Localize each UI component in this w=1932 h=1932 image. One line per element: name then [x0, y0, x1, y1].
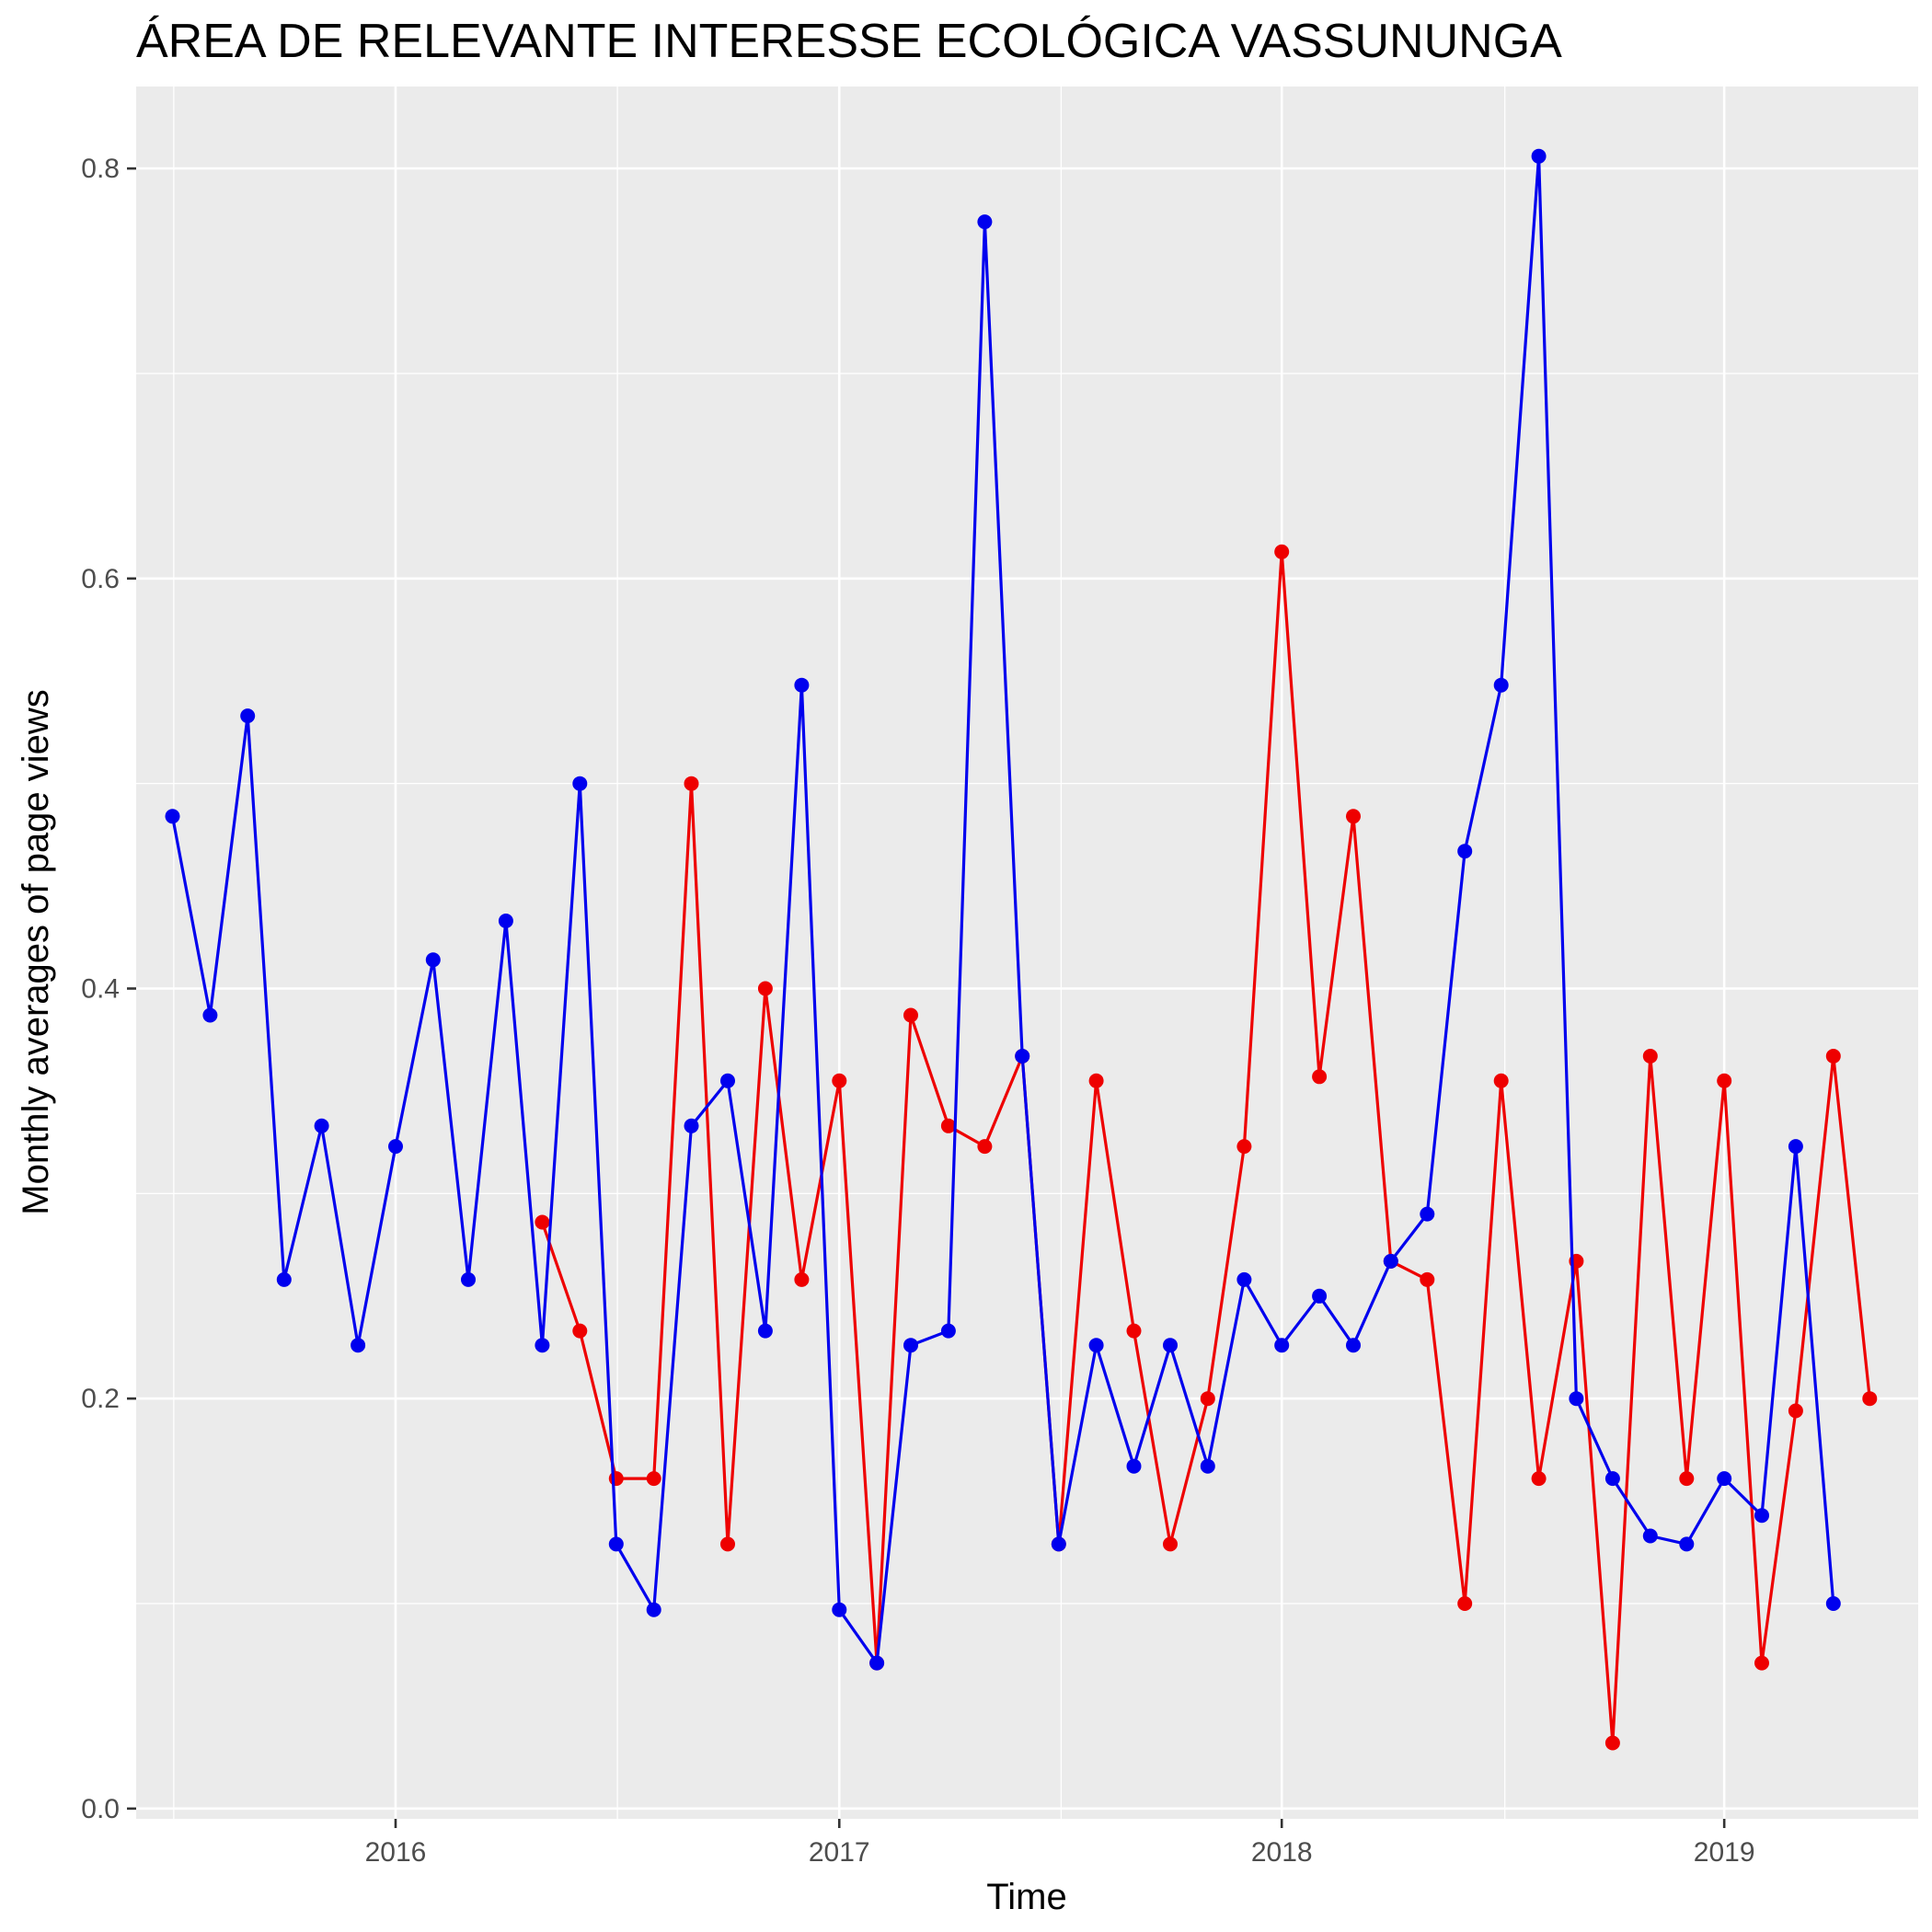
data-point: [1457, 1596, 1473, 1611]
data-point: [1788, 1403, 1803, 1419]
data-point: [1236, 1271, 1252, 1287]
data-point: [535, 1338, 550, 1353]
data-point: [684, 1118, 699, 1133]
data-point: [276, 1271, 292, 1287]
data-point: [646, 1471, 661, 1487]
data-point: [1163, 1338, 1178, 1353]
data-point: [314, 1118, 329, 1133]
data-point: [757, 981, 773, 996]
data-point: [940, 1323, 956, 1339]
data-point: [1274, 1338, 1290, 1353]
data-point: [351, 1338, 366, 1353]
data-point: [461, 1271, 476, 1287]
data-point: [1531, 148, 1547, 164]
data-point: [1679, 1536, 1695, 1552]
series-layer: [165, 148, 1878, 1751]
data-point: [903, 1338, 918, 1353]
data-point: [1754, 1655, 1769, 1671]
data-point: [572, 776, 588, 791]
data-point: [832, 1602, 847, 1617]
data-point: [1717, 1471, 1732, 1487]
grid-minor: [136, 86, 1918, 1819]
data-point: [608, 1536, 624, 1552]
data-point: [832, 1073, 847, 1088]
data-point: [1531, 1471, 1547, 1487]
grid-major: [136, 86, 1918, 1819]
data-point: [1862, 1391, 1878, 1407]
data-point: [1642, 1049, 1658, 1064]
data-point: [646, 1602, 661, 1617]
data-point: [1051, 1536, 1066, 1552]
data-point: [1679, 1471, 1695, 1487]
data-point: [388, 1139, 403, 1155]
data-point: [1163, 1536, 1178, 1552]
data-point: [977, 1139, 993, 1155]
x-tick-label: 2018: [1251, 1837, 1313, 1868]
data-point: [1200, 1391, 1215, 1407]
data-point: [1493, 677, 1509, 693]
data-point: [940, 1118, 956, 1133]
data-point: [977, 214, 993, 230]
data-point: [1717, 1073, 1732, 1088]
data-point: [794, 677, 810, 693]
data-point: [1754, 1508, 1769, 1524]
data-point: [425, 952, 441, 968]
data-point: [1126, 1458, 1142, 1474]
data-point: [1825, 1049, 1841, 1064]
data-point: [1569, 1391, 1584, 1407]
y-tick-label: 0.2: [81, 1384, 120, 1414]
data-point: [240, 708, 256, 724]
data-point: [1015, 1049, 1030, 1064]
x-tick-label: 2019: [1694, 1837, 1755, 1868]
data-point: [1088, 1338, 1104, 1353]
data-point: [1274, 544, 1290, 559]
data-point: [684, 776, 699, 791]
data-point: [1346, 809, 1361, 824]
data-point: [1604, 1471, 1620, 1487]
y-tick-label: 0.0: [81, 1794, 120, 1824]
data-point: [1312, 1069, 1328, 1085]
plot-panel: [136, 86, 1918, 1819]
data-point: [165, 809, 180, 824]
x-tick-label: 2017: [809, 1837, 870, 1868]
y-axis-title: Monthly averages of page views: [16, 689, 56, 1214]
data-point: [720, 1073, 735, 1088]
data-point: [1312, 1288, 1328, 1304]
data-point: [1642, 1528, 1658, 1544]
data-point: [202, 1007, 218, 1023]
data-point: [1236, 1139, 1252, 1155]
x-tick-label: 2016: [365, 1837, 427, 1868]
data-point: [498, 914, 513, 928]
data-point: [1088, 1073, 1104, 1088]
data-point: [608, 1471, 624, 1487]
data-point: [572, 1323, 588, 1339]
data-point: [1420, 1271, 1435, 1287]
data-point: [1126, 1323, 1142, 1339]
data-point: [903, 1007, 918, 1023]
data-point: [1825, 1596, 1841, 1611]
data-point: [720, 1536, 735, 1552]
y-tick-label: 0.6: [81, 564, 120, 594]
data-point: [1493, 1073, 1509, 1088]
x-axis-title: Time: [986, 1877, 1066, 1917]
y-tick-label: 0.8: [81, 154, 120, 184]
data-point: [1420, 1206, 1435, 1222]
data-point: [757, 1323, 773, 1339]
x-axis: 2016 2017 2018 2019: [365, 1819, 1755, 1868]
data-point: [1604, 1735, 1620, 1751]
y-tick-label: 0.4: [81, 973, 120, 1004]
y-axis: 0.0 0.2 0.4 0.6 0.8: [81, 154, 136, 1824]
data-point: [1346, 1338, 1361, 1353]
series-line: [170, 155, 1835, 1665]
data-point: [535, 1214, 550, 1230]
data-point: [794, 1271, 810, 1287]
data-point: [1383, 1253, 1398, 1269]
data-point: [1200, 1458, 1215, 1474]
chart-title: ÁREA DE RELEVANTE INTERESSE ECOLÓGICA VA…: [136, 15, 1562, 68]
data-point: [869, 1655, 885, 1671]
data-point: [1788, 1139, 1803, 1155]
data-point: [1457, 844, 1473, 859]
